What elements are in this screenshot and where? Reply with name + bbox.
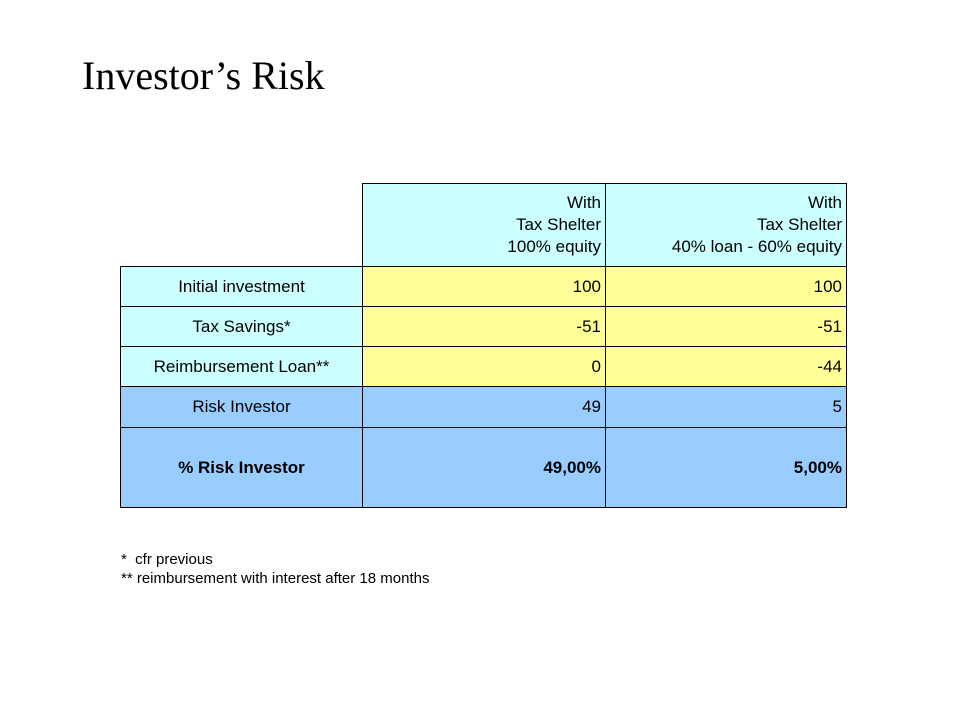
column-header-100-equity: With Tax Shelter 100% equity (362, 183, 606, 267)
footnote: ** reimbursement with interest after 18 … (121, 570, 430, 587)
row-label-reimbursement-loan: Reimbursement Loan** (120, 346, 363, 387)
row-label-tax-savings: Tax Savings* (120, 306, 363, 347)
table-cell: 5,00% (605, 427, 847, 508)
table-cell: 49,00% (362, 427, 606, 508)
row-label-initial-investment: Initial investment (120, 266, 363, 307)
row-label-risk-investor: Risk Investor (120, 386, 363, 428)
footnotes: * cfr previous ** reimbursement with int… (121, 550, 429, 588)
table-cell: -51 (362, 306, 606, 347)
column-header-loan-equity: With Tax Shelter 40% loan - 60% equity (605, 183, 847, 267)
column-header-line: 100% equity (507, 237, 601, 256)
column-header-line: With (567, 193, 601, 212)
table-cell: 5 (605, 386, 847, 428)
table-cell: -51 (605, 306, 847, 347)
column-header-line: Tax Shelter (515, 215, 601, 234)
footnote: * cfr previous (121, 551, 213, 568)
table-cell: 100 (362, 266, 606, 307)
page-title: Investor’s Risk (82, 53, 325, 98)
table-cell: -44 (605, 346, 847, 387)
column-header-line: 40% loan - 60% equity (671, 237, 842, 256)
table-cell: 0 (362, 346, 606, 387)
table-cell: 49 (362, 386, 606, 428)
table-cell: 100 (605, 266, 847, 307)
row-label-percent-risk-investor: % Risk Investor (120, 427, 363, 508)
column-header-line: Tax Shelter (756, 215, 842, 234)
column-header-line: With (808, 193, 842, 212)
